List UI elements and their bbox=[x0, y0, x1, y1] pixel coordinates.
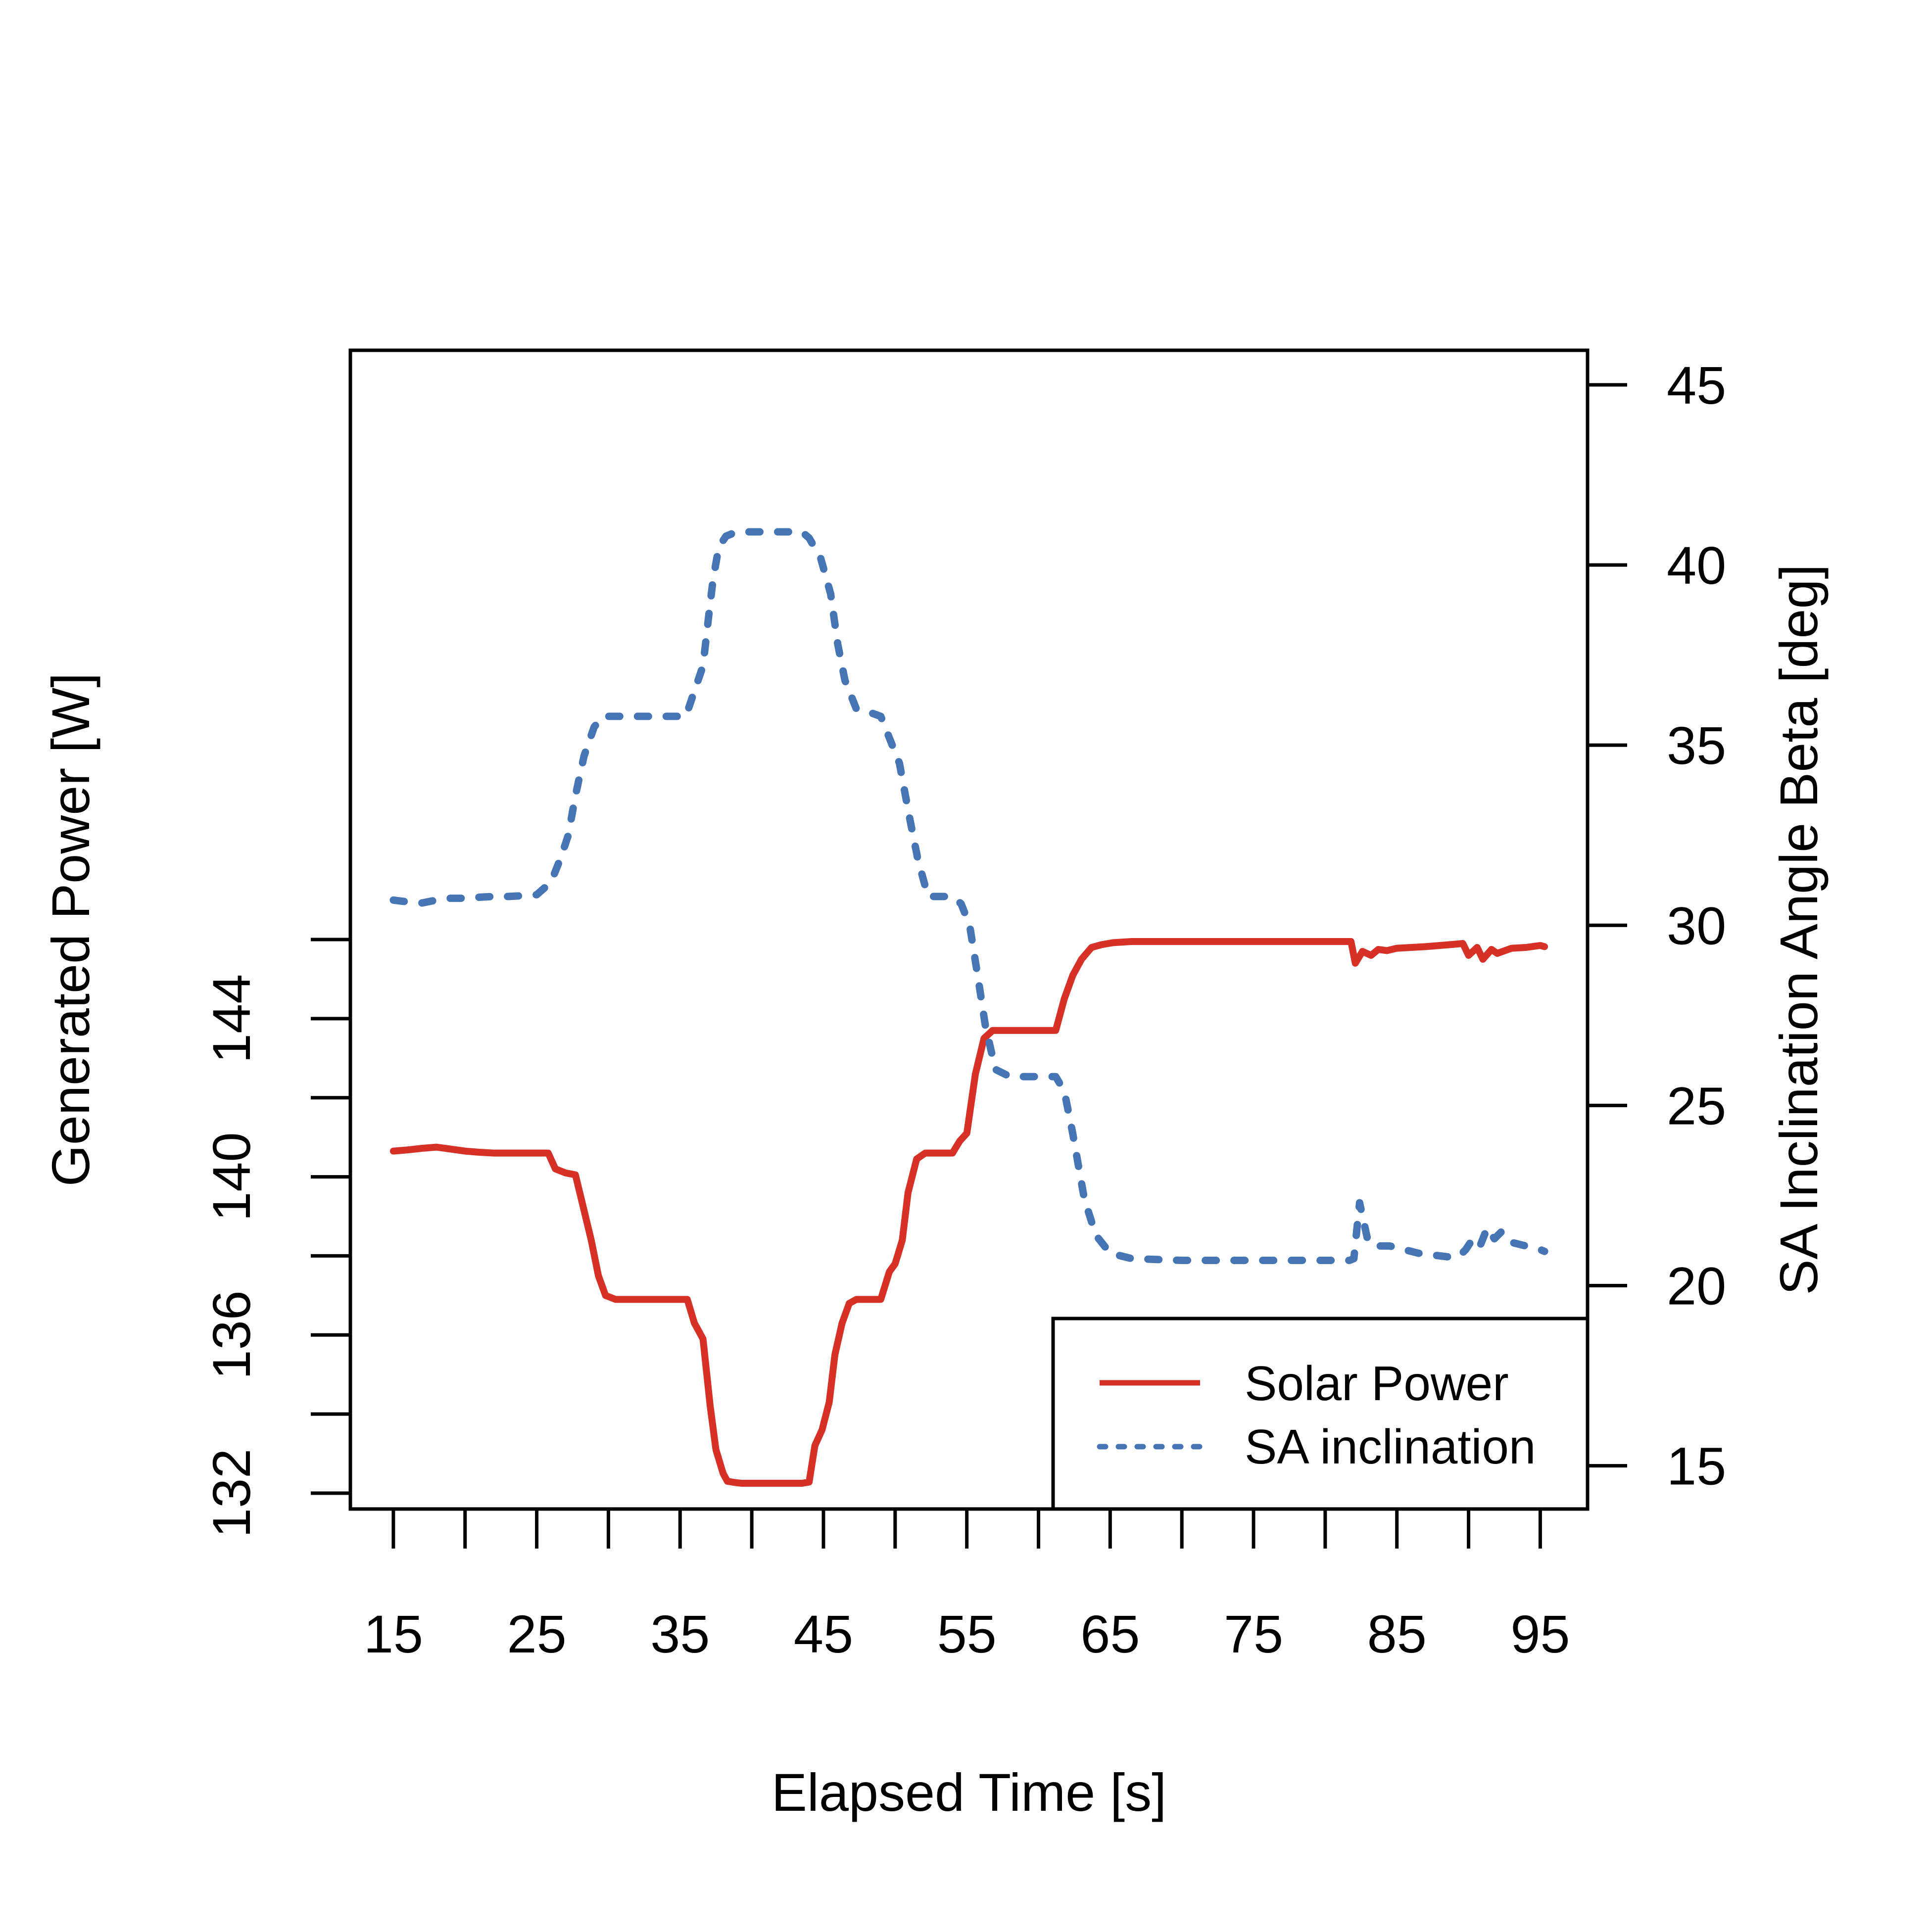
y-axis-left-title: Generated Power [W] bbox=[41, 673, 100, 1186]
y-axis-right: 15 20 25 30 35 40 45 bbox=[1588, 355, 1726, 1496]
x-tick-label: 95 bbox=[1510, 1604, 1570, 1664]
legend: Solar Power SA inclination bbox=[1051, 1317, 1590, 1511]
x-tick-label: 55 bbox=[937, 1604, 997, 1664]
plot-frame bbox=[348, 348, 1590, 1511]
legend-box bbox=[1051, 1317, 1590, 1511]
y-right-tick-label: 25 bbox=[1667, 1076, 1726, 1135]
y-right-tick-label: 35 bbox=[1667, 715, 1726, 775]
y-right-tick-label: 20 bbox=[1667, 1256, 1726, 1316]
y-right-tick-label: 15 bbox=[1667, 1436, 1726, 1496]
y-left-tick-label: 144 bbox=[201, 974, 261, 1063]
y-axis-right-title: SA Inclination Angle Beta [deg] bbox=[1769, 564, 1829, 1295]
x-tick-label: 35 bbox=[650, 1604, 710, 1664]
y-right-tick-label: 30 bbox=[1667, 895, 1726, 955]
x-axis-title: Elapsed Time [s] bbox=[772, 1762, 1166, 1822]
y-left-tick-label: 140 bbox=[201, 1132, 261, 1221]
series-line-solar-power bbox=[389, 938, 1548, 1487]
legend-label-sa-inclination: SA inclination bbox=[1245, 1419, 1536, 1474]
x-tick-label: 45 bbox=[794, 1604, 853, 1664]
x-axis: 15 25 35 45 55 65 75 85 95 bbox=[364, 1509, 1570, 1664]
x-tick-label: 75 bbox=[1224, 1604, 1283, 1664]
x-tick-label: 15 bbox=[364, 1604, 423, 1664]
legend-label-solar-power: Solar Power bbox=[1245, 1356, 1509, 1411]
y-axis-left: 132 136 140 144 bbox=[201, 938, 350, 1538]
x-tick-label: 85 bbox=[1367, 1604, 1427, 1664]
series-group bbox=[389, 528, 1548, 1487]
y-right-tick-label: 40 bbox=[1667, 535, 1726, 595]
y-left-tick-label: 136 bbox=[201, 1290, 261, 1379]
x-tick-label: 65 bbox=[1080, 1604, 1140, 1664]
y-left-tick-label: 132 bbox=[201, 1449, 261, 1538]
series-line-sa-inclination bbox=[389, 528, 1548, 1264]
y-right-tick-label: 45 bbox=[1667, 355, 1726, 415]
x-tick-label: 25 bbox=[507, 1604, 567, 1664]
